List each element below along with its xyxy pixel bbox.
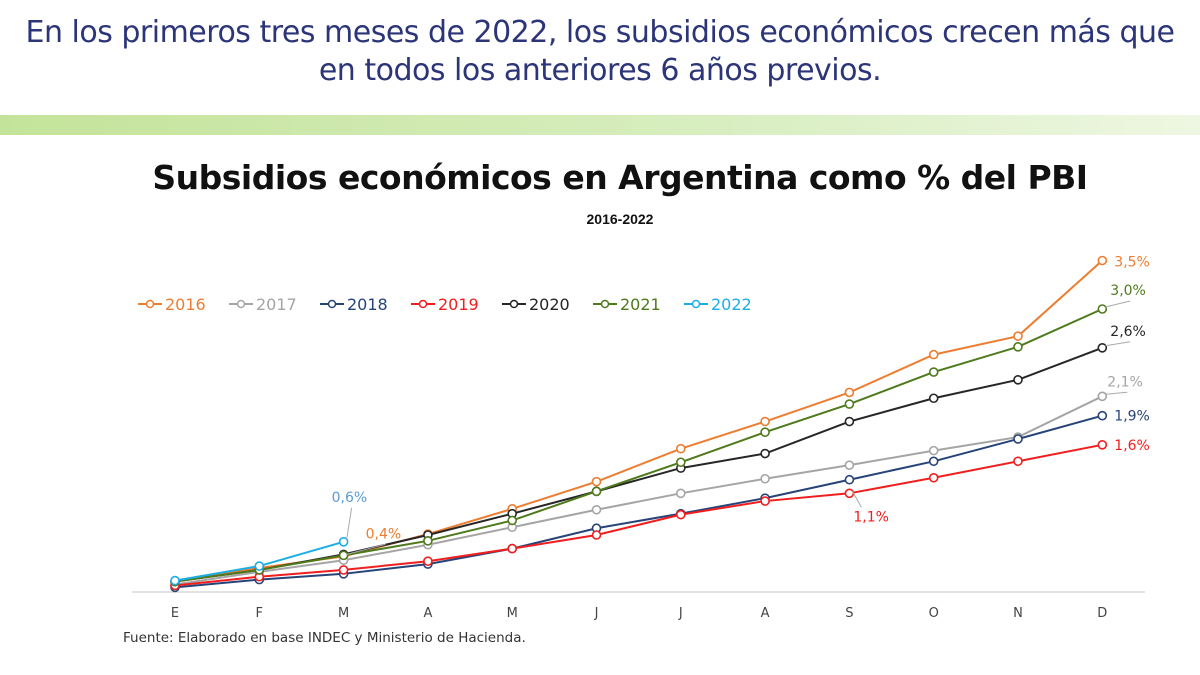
legend-marker-2021 <box>600 299 610 309</box>
legend-label-2016: 2016 <box>165 295 206 314</box>
data-point-2021 <box>928 367 939 377</box>
data-point-2021 <box>760 427 770 437</box>
legend-marker-2017 <box>236 299 246 309</box>
data-label: 3,5% <box>1114 255 1150 271</box>
chart-title: Subsidios económicos en Argentina como %… <box>152 158 1088 197</box>
data-point-2019 <box>591 530 602 540</box>
data-point-2021 <box>591 486 602 497</box>
x-tick-label: A <box>761 606 770 621</box>
x-tick-label: F <box>256 606 263 621</box>
data-point-2016 <box>1013 331 1023 341</box>
data-point-2020 <box>1013 375 1023 385</box>
data-point-2020 <box>760 448 770 459</box>
data-point-2021 <box>423 536 433 546</box>
legend-label-2021: 2021 <box>620 295 661 314</box>
data-point-2021 <box>338 550 349 561</box>
data-point-2018 <box>928 456 939 467</box>
data-point-2016 <box>760 416 770 427</box>
data-label: 0,4% <box>366 526 402 542</box>
annotation-leader <box>346 507 353 540</box>
data-point-2017 <box>844 460 855 470</box>
data-point-2019 <box>1097 439 1108 450</box>
data-point-2018 <box>844 474 855 485</box>
x-tick-label: M <box>507 606 518 621</box>
data-point-2019 <box>507 543 518 554</box>
data-point-2022 <box>170 575 180 586</box>
series-line-2018 <box>174 414 1103 589</box>
legend-marker-2019 <box>418 299 428 309</box>
data-point-2022 <box>338 536 349 547</box>
annotation-leader <box>1105 341 1131 347</box>
data-point-2018 <box>1013 434 1023 444</box>
data-label: 2,6% <box>1110 324 1146 340</box>
data-point-2019 <box>760 496 770 506</box>
data-point-2021 <box>1097 304 1108 314</box>
annotation-leader <box>1105 300 1131 308</box>
legend-marker-2022 <box>691 299 701 309</box>
annotation-leader <box>851 491 862 508</box>
legend-label-2020: 2020 <box>529 295 570 314</box>
series-line-2017 <box>174 395 1103 586</box>
data-point-2016 <box>928 349 939 360</box>
data-point-2020 <box>844 416 855 427</box>
data-point-2017 <box>1097 391 1108 402</box>
data-point-2019 <box>675 509 686 520</box>
data-label: 1,9% <box>1114 409 1150 425</box>
data-point-2016 <box>675 443 686 454</box>
series-line-2021 <box>174 308 1103 583</box>
x-tick-label: A <box>423 606 432 621</box>
data-point-2019 <box>928 472 939 483</box>
data-point-2016 <box>1097 255 1108 266</box>
series-line-2019 <box>174 443 1103 587</box>
legend-label-2022: 2022 <box>711 295 752 314</box>
decorative-band <box>0 115 1200 135</box>
data-point-2016 <box>844 387 855 398</box>
annotation-leader <box>1105 391 1128 395</box>
data-point-2016 <box>591 476 602 487</box>
x-tick-label: J <box>594 606 599 621</box>
data-point-2017 <box>675 488 686 499</box>
legend-marker-2020 <box>509 299 519 309</box>
legend-marker-2016 <box>145 299 155 309</box>
data-point-2018 <box>1097 410 1108 421</box>
data-point-2021 <box>1013 342 1023 352</box>
legend-label-2017: 2017 <box>256 295 297 314</box>
data-point-2017 <box>760 473 770 484</box>
data-point-2019 <box>844 488 855 499</box>
x-tick-label: E <box>171 606 179 621</box>
x-tick-label: D <box>1097 606 1107 621</box>
data-point-2020 <box>928 393 939 404</box>
x-tick-label: S <box>845 606 853 621</box>
data-label: 2,1% <box>1107 374 1143 390</box>
legend-marker-2018 <box>327 299 337 309</box>
data-label: 1,6% <box>1114 438 1150 454</box>
x-tick-label: J <box>678 606 683 621</box>
headline-line-2: en todos los anteriores 6 años previos. <box>318 53 882 88</box>
x-tick-label: N <box>1013 606 1023 621</box>
data-point-2017 <box>928 445 939 456</box>
headline-line-1: En los primeros tres meses de 2022, los … <box>25 15 1175 50</box>
headline: En los primeros tres meses de 2022, los … <box>0 14 1200 90</box>
data-point-2021 <box>507 515 518 526</box>
data-point-2019 <box>338 565 349 575</box>
data-point-2021 <box>675 457 686 468</box>
data-point-2019 <box>1013 456 1023 467</box>
data-point-2017 <box>591 504 602 515</box>
x-tick-label: M <box>338 606 349 621</box>
x-tick-label: O <box>929 606 939 621</box>
data-label: 3,0% <box>1110 283 1146 299</box>
legend-label-2019: 2019 <box>438 295 479 314</box>
data-point-2022 <box>254 561 265 571</box>
data-label: 1,1% <box>853 509 889 525</box>
annotation-leader <box>346 543 386 555</box>
legend-label-2018: 2018 <box>347 295 388 314</box>
data-label: 0,6% <box>332 490 368 506</box>
data-point-2019 <box>423 556 433 567</box>
chart-subtitle: 2016-2022 <box>586 211 654 227</box>
source-note: Fuente: Elaborado en base INDEC y Minist… <box>123 630 526 646</box>
data-point-2021 <box>844 399 855 409</box>
data-point-2020 <box>1097 342 1108 353</box>
